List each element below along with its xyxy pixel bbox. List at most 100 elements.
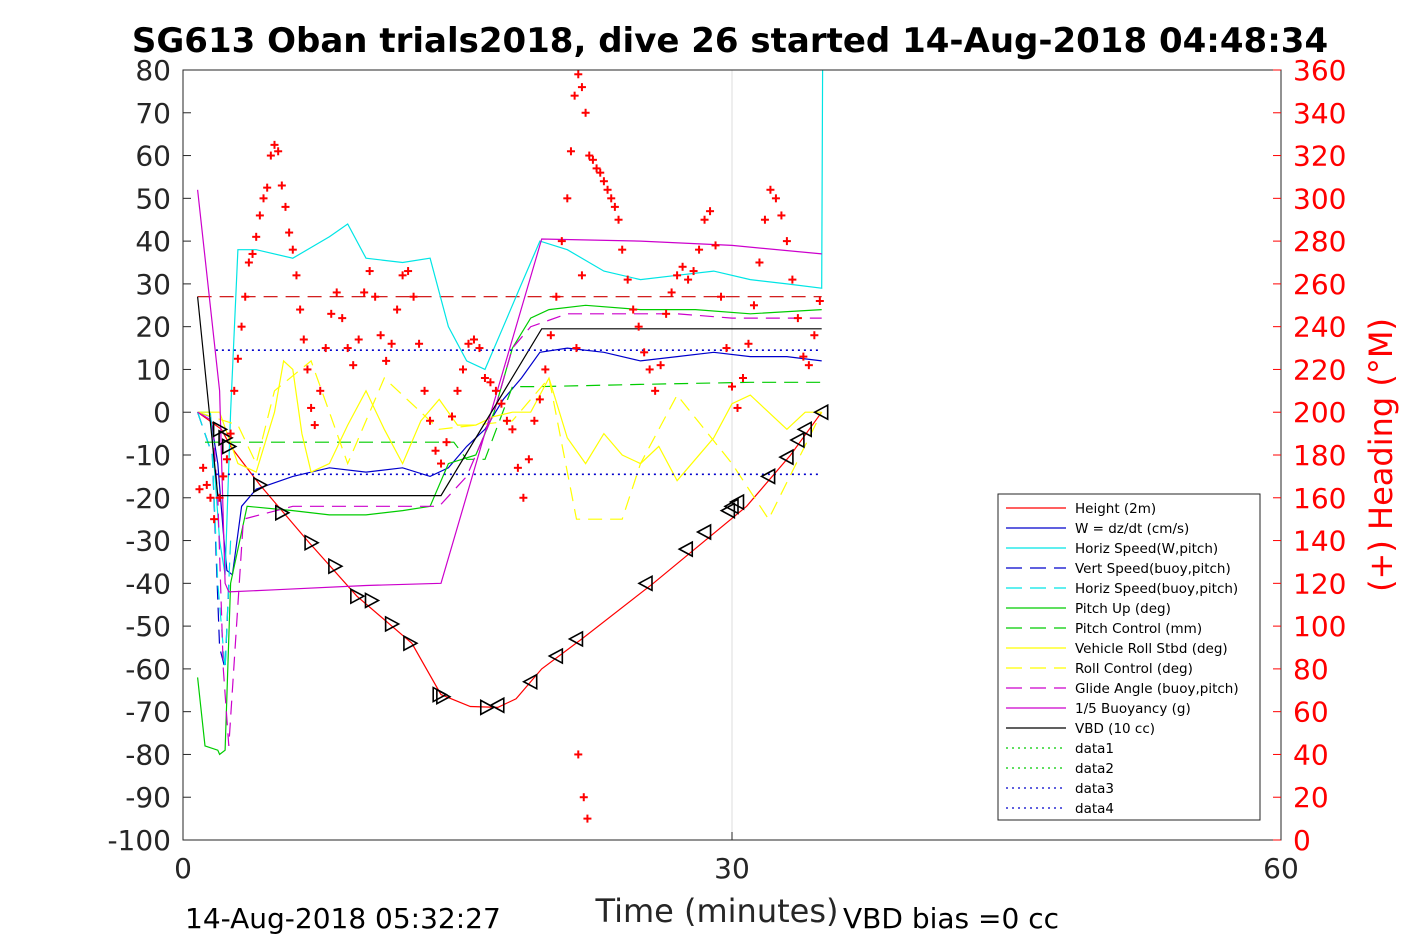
x-axis-label: Time (minutes) xyxy=(595,892,839,930)
left-tick-label: -60 xyxy=(125,653,171,686)
heading-point xyxy=(607,194,616,203)
heading-point xyxy=(497,399,506,408)
x-axis: 0 30 60 xyxy=(174,832,1299,885)
heading-point xyxy=(744,339,753,348)
legend-entry: Pitch Up (deg) xyxy=(1006,601,1171,617)
left-tick-label: -70 xyxy=(125,696,171,729)
heading-point xyxy=(574,70,583,79)
heading-point xyxy=(815,297,824,305)
heading-point xyxy=(689,267,698,276)
legend-label: VBD (10 cc) xyxy=(1075,721,1155,737)
heading-point xyxy=(248,249,257,258)
heading-point xyxy=(480,374,489,382)
left-axis: 80 70 60 50 40 30 20 10 0 -10 -20 -30 -40 -50 -60 -70 -8… xyxy=(107,54,191,857)
left-tick-label: 50 xyxy=(135,182,171,215)
ascent-marker xyxy=(789,431,805,449)
heading-point xyxy=(252,232,261,241)
heading-point xyxy=(387,339,396,348)
descent-marker xyxy=(479,699,496,716)
heading-point xyxy=(296,305,305,314)
heading-point xyxy=(771,194,780,203)
heading-point xyxy=(266,151,275,160)
heading-point xyxy=(804,361,813,370)
heading-point xyxy=(475,344,484,353)
heading-point xyxy=(614,215,623,224)
left-tick-label: 40 xyxy=(135,225,171,258)
heading-point xyxy=(404,267,413,276)
heading-point xyxy=(222,455,231,464)
heading-point xyxy=(464,339,473,348)
ascent-marker xyxy=(522,673,538,691)
heading-point xyxy=(307,403,316,412)
heading-point xyxy=(508,425,517,434)
ascent-marker xyxy=(796,420,813,438)
ascent-marker xyxy=(778,448,794,466)
heading-point xyxy=(230,386,239,395)
legend-entry: Roll Control (deg) xyxy=(1006,661,1193,677)
heading-point xyxy=(552,292,561,301)
descent-marker xyxy=(304,534,320,552)
heading-point xyxy=(662,309,671,318)
heading-point xyxy=(519,493,528,502)
series-line-horiz-speed-w-pitch xyxy=(197,69,824,575)
right-tick-label: 180 xyxy=(1293,439,1346,472)
legend-entry: Pitch Control (mm) xyxy=(1006,621,1202,637)
right-tick-label: 60 xyxy=(1293,696,1329,729)
heading-point xyxy=(393,305,402,314)
left-tick-label: 70 xyxy=(135,97,171,130)
left-tick-label: 80 xyxy=(135,54,171,87)
heading-point xyxy=(610,202,619,211)
heading-point-layer xyxy=(195,70,824,823)
right-tick-label: 80 xyxy=(1293,653,1329,686)
heading-point xyxy=(629,305,638,314)
heading-point xyxy=(585,151,594,160)
right-tick-label: 340 xyxy=(1293,97,1346,130)
heading-point xyxy=(382,356,391,365)
heading-point xyxy=(303,365,312,374)
heading-point xyxy=(409,292,418,301)
left-tick-label: -80 xyxy=(125,738,171,771)
heading-point xyxy=(651,386,660,395)
heading-point xyxy=(442,438,451,447)
series-line-horiz-speed-buoy-pitch xyxy=(197,412,232,669)
right-tick-label: 320 xyxy=(1293,140,1346,173)
heading-point xyxy=(684,275,693,284)
left-tick-label: 10 xyxy=(135,353,171,386)
series-line-height-2m xyxy=(197,411,823,709)
heading-point xyxy=(513,463,522,472)
x-tick-label: 0 xyxy=(174,852,192,885)
heading-point xyxy=(281,202,290,211)
series-line-pitch-control-mm xyxy=(205,381,822,460)
heading-point xyxy=(588,155,597,164)
legend-label: 1/5 Buoyancy (g) xyxy=(1075,701,1191,717)
heading-point xyxy=(365,267,374,276)
left-tick-label: -40 xyxy=(125,567,171,600)
heading-point xyxy=(570,91,579,100)
descent-marker xyxy=(350,587,366,605)
ascent-marker xyxy=(489,696,505,714)
heading-point xyxy=(502,416,511,425)
right-tick-label: 40 xyxy=(1293,738,1329,771)
legend-label: Vert Speed(buoy,pitch) xyxy=(1075,561,1231,577)
heading-point xyxy=(202,480,211,489)
heading-point xyxy=(327,309,336,318)
heading-point xyxy=(338,314,347,323)
legend-entry: Vert Speed(buoy,pitch) xyxy=(1006,561,1231,577)
heading-point xyxy=(603,185,612,194)
heading-point xyxy=(678,262,687,271)
heading-point xyxy=(332,288,341,297)
descent-marker xyxy=(253,476,269,494)
x-tick-label: 60 xyxy=(1263,852,1299,885)
heading-point xyxy=(274,147,283,156)
descent-marker xyxy=(364,592,381,609)
heading-point xyxy=(491,386,500,395)
heading-point xyxy=(574,750,583,759)
legend-label: Pitch Control (mm) xyxy=(1075,621,1202,637)
legend-entry: VBD (10 cc) xyxy=(1006,721,1155,737)
heading-point xyxy=(415,339,424,348)
left-tick-label: 20 xyxy=(135,311,171,344)
heading-point xyxy=(728,382,736,391)
heading-point xyxy=(711,241,720,250)
heading-point xyxy=(210,515,219,524)
